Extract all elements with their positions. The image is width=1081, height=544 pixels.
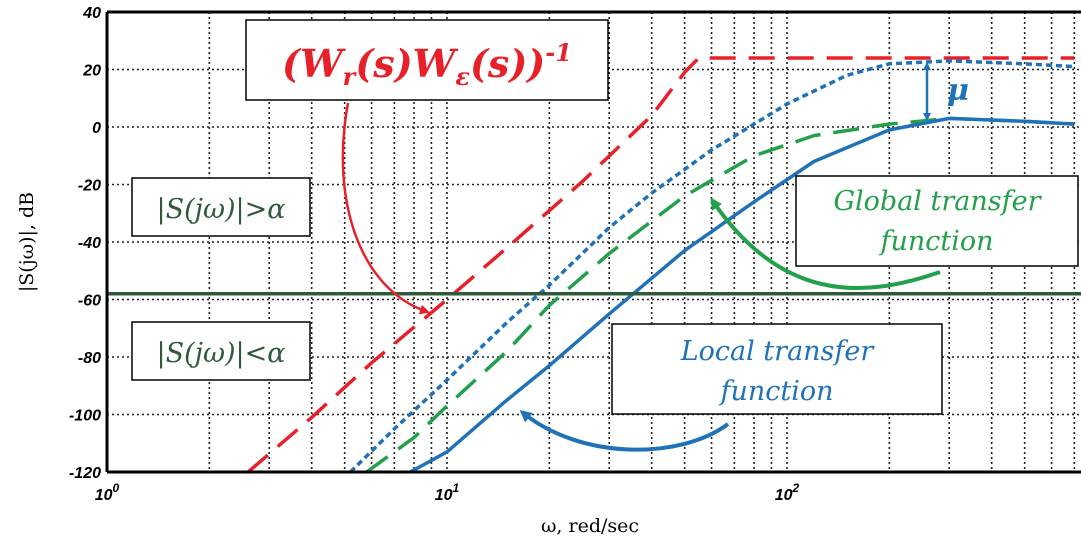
y-tick-label: 20 — [82, 63, 101, 80]
y-tick-label: -40 — [78, 235, 101, 252]
x-tick-label: 101 — [435, 481, 460, 504]
y-tick-label: 0 — [92, 120, 101, 137]
x-tick-label: 100 — [95, 481, 120, 504]
region-above-annotation: |S(jω)|>α — [131, 177, 311, 237]
global-annotation: Global transfer function — [710, 175, 1079, 291]
y-tick-label: -20 — [78, 178, 101, 195]
inverse-weight-label-sup: -1 — [545, 38, 572, 67]
local-arrow — [519, 410, 730, 452]
series-line-inverse-weight — [246, 56, 1075, 472]
y-tick-label: -80 — [78, 350, 101, 367]
local-label-line-1: Local transfer — [680, 336, 876, 367]
series-line-local — [409, 116, 1075, 472]
inverse-weight-arrow — [341, 102, 430, 315]
inverse-weight-label-close: (s)) — [470, 41, 545, 86]
y-tick-label: -100 — [69, 408, 101, 425]
inverse-weight-label: (Wr(s)Wε(s))-1 — [282, 38, 572, 91]
x-tick-labels: 100 101 102 — [95, 481, 800, 504]
global-label-line-1: Global transfer — [833, 186, 1042, 217]
local-label-box — [611, 323, 943, 415]
inverse-weight-annotation: (Wr(s)Wε(s))-1 — [245, 19, 609, 315]
region-below-label: |S(jω)|<α — [156, 338, 285, 369]
region-below-box — [131, 321, 311, 381]
inverse-weight-label-mid: (s)W — [355, 41, 458, 86]
inverse-weight-label-e-sub: ε — [455, 62, 470, 91]
mu-label: μ — [947, 73, 969, 108]
region-below-annotation: |S(jω)|<α — [131, 321, 311, 381]
x-axis-label: ω, red/sec — [541, 515, 639, 537]
series-line-global-upper — [349, 59, 1075, 472]
mu-annotation: μ — [923, 62, 969, 121]
y-tick-label: -60 — [78, 293, 101, 310]
global-arrow — [710, 197, 941, 291]
y-tick-label: 40 — [82, 5, 101, 22]
inverse-weight-box — [245, 19, 609, 101]
series-group — [246, 56, 1075, 472]
inverse-weight-label-r-sub: r — [343, 62, 358, 91]
y-axis-label: |S(jω)|, dB — [16, 192, 38, 292]
local-label-line-2: function — [718, 376, 833, 407]
region-above-label: |S(jω)|>α — [156, 194, 285, 225]
region-above-box — [131, 177, 311, 237]
global-label-box — [795, 175, 1079, 267]
inverse-weight-label-open: (W — [282, 41, 346, 86]
y-tick-labels: 40 20 0 -20 -40 -60 -80 -100 -120 — [69, 5, 101, 482]
x-tick-label: 102 — [775, 481, 800, 504]
global-label-line-2: function — [878, 226, 993, 257]
local-annotation: Local transfer function — [519, 323, 943, 452]
y-tick-label: -120 — [69, 465, 101, 482]
